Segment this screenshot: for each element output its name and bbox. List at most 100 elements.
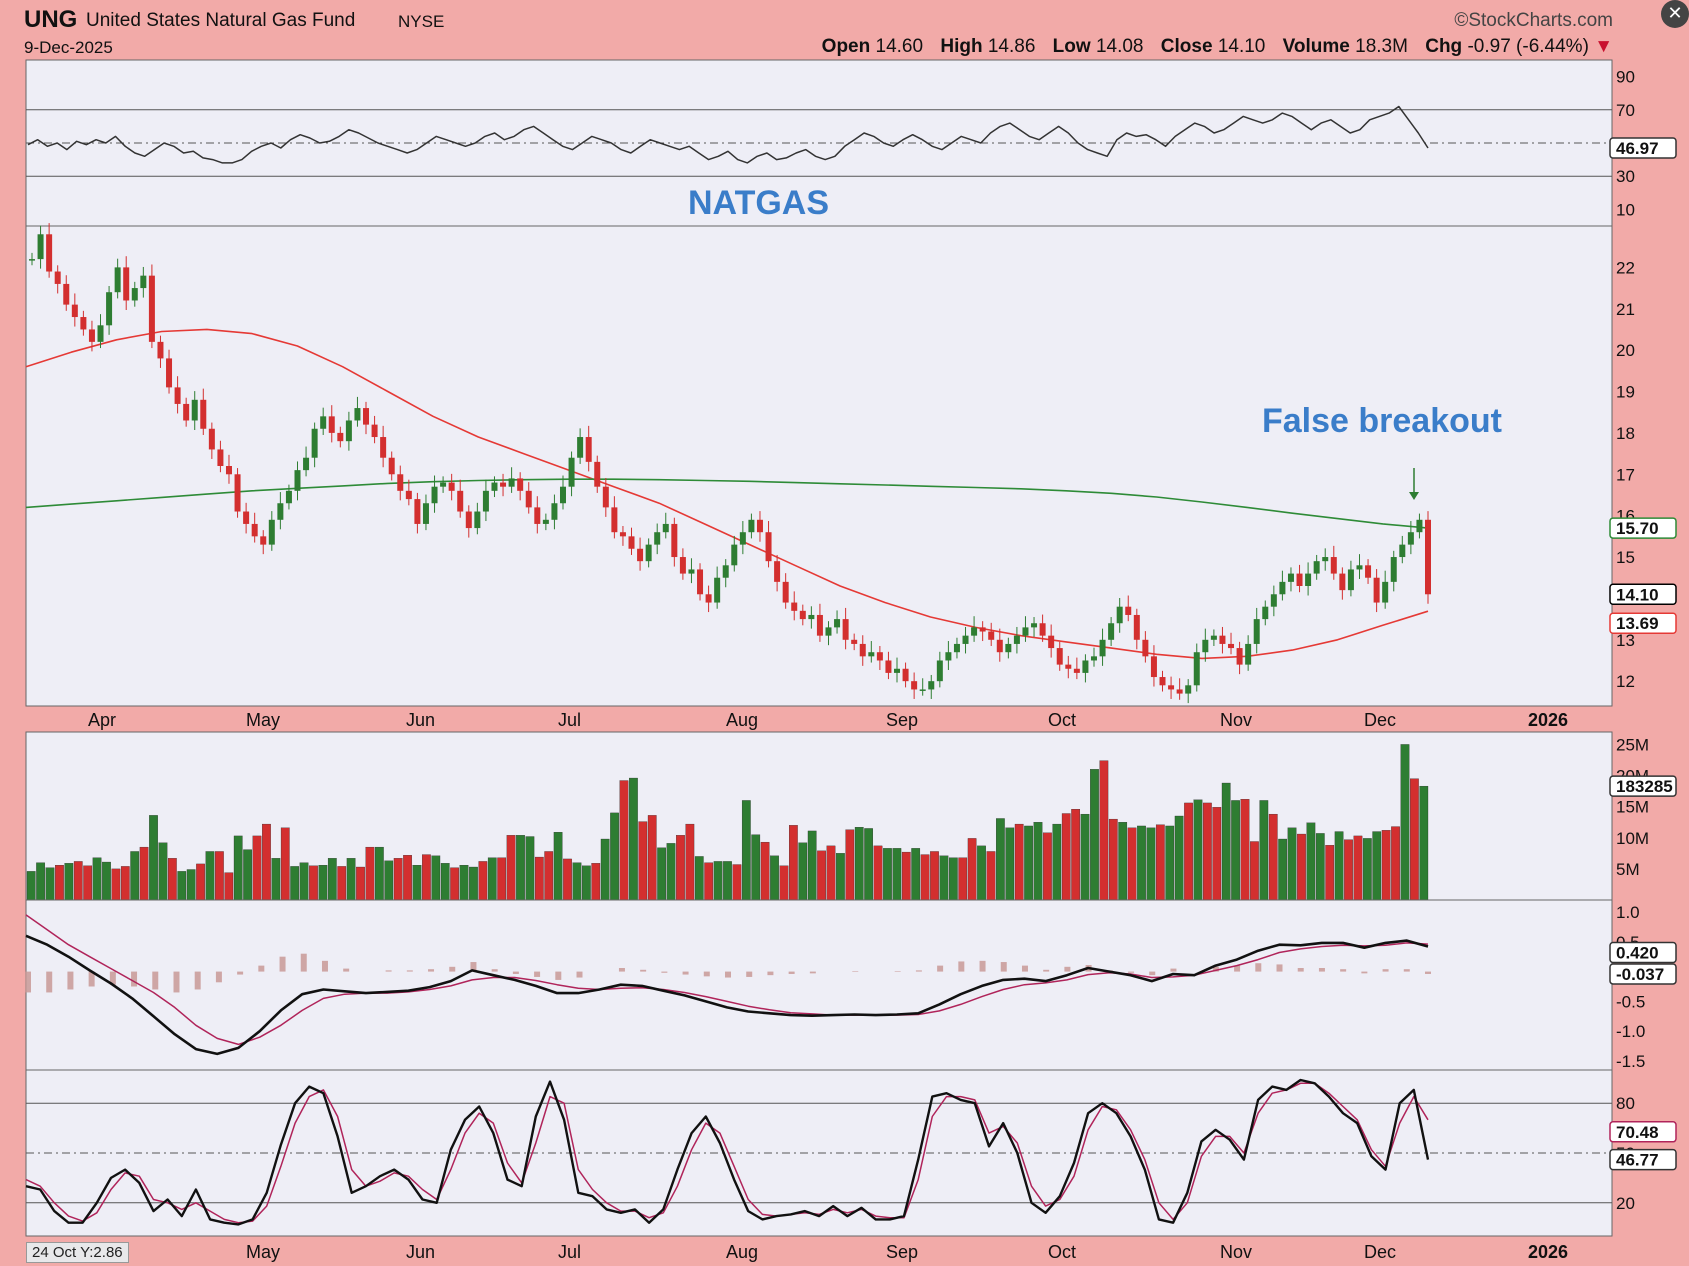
x-axis-label-bottom: Dec xyxy=(1364,1242,1396,1262)
price-tick-label: 22 xyxy=(1616,258,1635,277)
volume-bar xyxy=(1250,841,1259,901)
candle-body xyxy=(88,329,95,342)
volume-bar xyxy=(1061,813,1071,901)
volume-bar xyxy=(1315,833,1325,901)
candle-body xyxy=(1245,643,1252,665)
price-tick-label: 21 xyxy=(1616,300,1635,319)
candle-body xyxy=(345,420,352,442)
candle-body xyxy=(243,511,250,524)
volume-bar xyxy=(252,835,262,901)
volume-bar xyxy=(591,863,601,901)
candle-body xyxy=(148,275,155,342)
volume-bar xyxy=(1137,825,1146,901)
candle-body xyxy=(71,304,78,318)
volume-bar xyxy=(1259,800,1269,901)
volume-bar xyxy=(280,827,290,901)
volume-bar xyxy=(393,858,403,901)
candle-body xyxy=(996,639,1003,653)
candle-body xyxy=(54,271,61,284)
volume-bar xyxy=(770,855,779,901)
candle-body xyxy=(474,511,481,529)
candle-body xyxy=(106,292,113,326)
chg-label: Chg xyxy=(1425,36,1463,57)
candle-body xyxy=(1039,623,1046,636)
macd-line xyxy=(25,934,1429,1056)
volume-bar xyxy=(215,851,224,901)
volume-bar xyxy=(836,853,845,901)
candle-body xyxy=(739,532,746,545)
chart-date: 9-Dec-2025 xyxy=(24,38,113,57)
open-label: Open xyxy=(821,36,871,57)
volume-bar xyxy=(1052,823,1062,901)
macd-hist-last-label: -0.037 xyxy=(1616,965,1664,984)
exchange-label: NYSE xyxy=(398,12,445,31)
stochastic-k-line xyxy=(25,1078,1430,1226)
candle-body xyxy=(422,503,429,524)
volume-bar xyxy=(1372,831,1382,901)
candle-body xyxy=(465,511,472,529)
candle-body xyxy=(962,635,969,644)
candle-body xyxy=(491,482,498,491)
volume-bar xyxy=(939,855,949,901)
x-axis-label-bottom: Nov xyxy=(1220,1242,1252,1262)
macd-tick-label: -1.0 xyxy=(1616,1022,1645,1041)
rsi-tick-label: 10 xyxy=(1616,200,1635,219)
candle-body xyxy=(1296,573,1303,586)
rsi-last-label: 46.97 xyxy=(1616,139,1659,158)
candle-body xyxy=(183,403,190,421)
volume-bar xyxy=(1043,832,1052,901)
volume-bar xyxy=(1240,799,1250,901)
candle-body xyxy=(851,639,858,644)
volume-tick-label: 5M xyxy=(1616,860,1640,879)
candle-body xyxy=(1228,643,1235,649)
breakout-arrow-head xyxy=(1409,492,1419,500)
volume-bar xyxy=(694,856,704,901)
candle-body xyxy=(1193,652,1200,686)
candle-body xyxy=(63,283,70,305)
low-value: 14.08 xyxy=(1095,36,1144,57)
candle-body xyxy=(200,399,207,429)
volume-bar xyxy=(572,862,582,901)
candle-body xyxy=(1365,565,1372,578)
candle-body xyxy=(1142,639,1149,657)
x-axis-label-bottom: Oct xyxy=(1048,1242,1076,1262)
candle-body xyxy=(868,652,875,657)
volume-bar xyxy=(450,867,459,901)
candle-body xyxy=(46,234,53,272)
low-label: Low xyxy=(1052,36,1091,57)
candle-body xyxy=(688,569,695,574)
macd-last-label-box xyxy=(1609,941,1677,964)
volume-bar xyxy=(920,854,930,901)
candle-body xyxy=(482,490,489,512)
candle-body xyxy=(431,486,438,504)
volume-bar xyxy=(864,828,873,901)
price-tick-label: 19 xyxy=(1616,383,1635,402)
volume-bar xyxy=(36,862,45,901)
volume-bar xyxy=(638,821,648,901)
volume-bar xyxy=(817,850,826,901)
volume-value: 18.3M xyxy=(1355,36,1408,57)
volume-bar xyxy=(384,860,394,901)
candle-body xyxy=(825,627,832,636)
volume-bar xyxy=(1381,830,1391,901)
volume-bar xyxy=(262,823,271,901)
candle-body xyxy=(1236,648,1243,665)
close-icon[interactable]: ✕ xyxy=(1661,0,1689,28)
macd-tick-label: 1.0 xyxy=(1616,903,1640,922)
candle-body xyxy=(1168,685,1175,690)
candle-body xyxy=(1305,573,1312,586)
candle-body xyxy=(157,341,164,359)
candle-body xyxy=(1065,664,1072,669)
x-axis-label: Jul xyxy=(558,710,581,730)
candle-body xyxy=(542,519,549,524)
candle-body xyxy=(294,470,301,491)
volume-bar xyxy=(516,835,525,901)
volume-bar xyxy=(986,851,996,901)
candle-body xyxy=(1270,594,1277,607)
volume-bar xyxy=(422,854,431,901)
volume-bar xyxy=(901,851,911,901)
volume-last-label-box xyxy=(1609,775,1677,797)
volume-bar xyxy=(299,862,309,901)
candle-body xyxy=(585,437,592,462)
volume-bar xyxy=(1165,825,1175,901)
